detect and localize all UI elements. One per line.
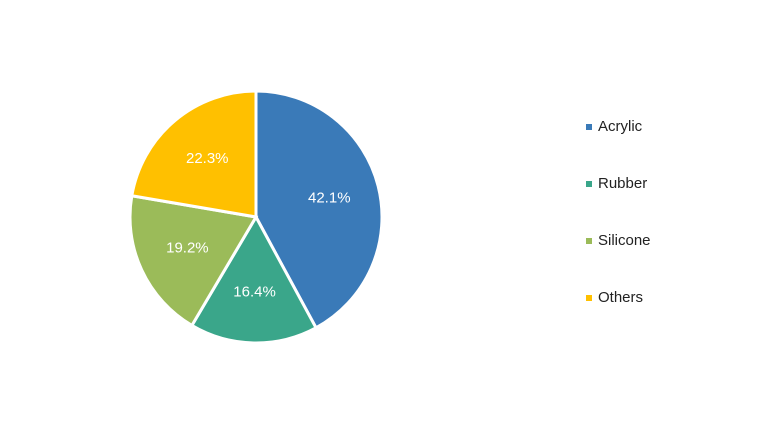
legend-label: Acrylic [598,118,643,135]
legend-label: Silicone [598,232,651,249]
data-label: 19.2% [166,240,209,257]
legend-swatch [586,238,592,244]
pie-slice [128,193,259,328]
legend-label: Rubber [598,175,647,192]
legend-swatch [586,295,592,301]
pie-slice [130,89,258,219]
legend-swatch [586,124,592,130]
legend-swatch [586,181,592,187]
data-label: 22.3% [186,150,229,167]
legend-label: Others [598,289,643,306]
data-label: 16.4% [233,284,276,301]
data-label: 42.1% [308,189,351,206]
pie-slice [254,89,384,330]
pie-slice [189,213,319,345]
